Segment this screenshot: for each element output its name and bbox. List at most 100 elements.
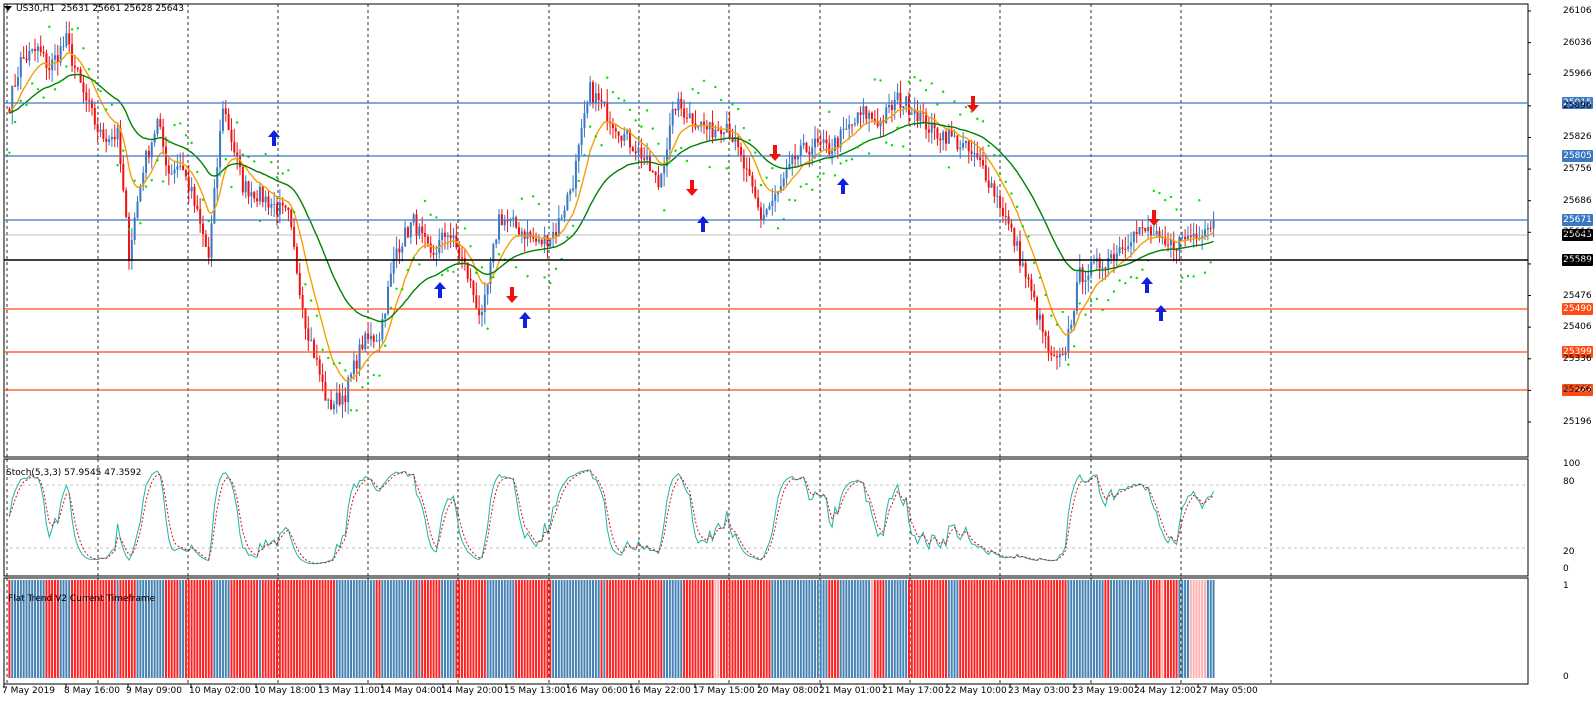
psar-dot [1152,189,1155,193]
flat-trend-bar [1047,580,1050,678]
candle [36,43,39,63]
flat-trend-bar [258,580,261,678]
candle [603,101,606,107]
candle-body [458,247,461,258]
candle [105,129,108,153]
candle-body [660,173,663,188]
flat-trend-bar [236,580,239,678]
candle-body [779,185,782,192]
candle [996,185,999,209]
flat-trend-bar [125,580,128,678]
candle-body [341,395,344,405]
price-axis-label: 25476 [1563,290,1592,301]
psar-dot [235,121,239,124]
candle-body [16,77,19,87]
candle [759,202,762,228]
flat-trend-bar [549,580,552,678]
candle-body [745,168,748,170]
flat-trend-bar [754,580,757,678]
flat-trend-bar [469,580,472,678]
flat-trend-bar [478,580,481,678]
flat-trend-bar [122,580,125,678]
psar-dot [429,213,432,216]
flat-trend-bar [751,580,754,678]
candle [1056,350,1059,370]
candle-body [241,166,244,193]
flat-trend-bar [36,580,39,678]
candle [799,139,802,167]
candle-body [674,109,677,111]
flat-trend-bar [287,580,290,678]
candle-body [557,218,560,236]
stoch-main-line [8,469,1215,565]
flat-trend-bar [68,580,71,678]
candle-body [1047,336,1050,354]
candles [8,21,1215,419]
candle [82,74,85,104]
flat-trend-bar [643,580,646,678]
chevron-down-icon[interactable] [4,6,12,11]
flat-trend-bar [574,580,577,678]
candle [694,110,697,131]
candle-body [831,150,834,155]
candle [199,197,202,233]
psar-dot [594,135,598,138]
psar-dot [332,362,336,365]
flat-trend-bar [253,580,256,678]
psar-dot [1078,302,1081,305]
candle-body [814,138,817,148]
candle [942,129,945,151]
flat-trend-bar [663,580,666,678]
flat-trend-bar [500,580,503,678]
candle-body [705,125,708,130]
flat-trend-bar [990,580,993,678]
candle-body [671,109,674,126]
candle [387,280,390,316]
candle-body [338,392,341,405]
candle-body [14,85,17,87]
candle [210,215,213,267]
candle-body [96,124,99,132]
candle [569,188,572,202]
flat-trend-bar [193,580,196,678]
candle-body [378,339,381,341]
flat-trend-bar [677,580,680,678]
psar-dot [1084,313,1087,316]
psar-dot [30,82,34,85]
candle-body [685,117,688,119]
candle-body [984,165,987,181]
flat-trend-bar [765,580,768,678]
candle [1084,271,1087,295]
flat-trend-bar [173,580,176,678]
candle-body [1195,233,1198,239]
candle-body [1201,236,1204,239]
flat-trend-bar [424,580,427,678]
candle-body [646,155,649,160]
candle-body [270,204,273,208]
ma-fast-line [8,51,1215,382]
candle-body [851,124,854,126]
flat-trend-panel [3,577,1529,685]
candle-body [828,143,831,155]
candle [899,80,902,118]
flat-trend-bar [999,580,1002,678]
candle-body [355,360,358,369]
flat-trend-bar [725,580,728,678]
flat-trend-bar [401,580,404,678]
candle-body [34,48,37,51]
candle-body [774,194,777,201]
candle-body [449,235,452,239]
candle-body [1184,236,1187,240]
flat-trend-bar [515,580,518,678]
candle-body [412,214,415,223]
candle [950,121,953,138]
flat-trend-bar [631,580,634,678]
psar-dot [628,108,632,112]
flat-trend-bar [389,580,392,678]
flat-trend-bar [449,580,452,678]
psar-dot [435,216,438,219]
flat-trend-bar [779,580,782,678]
candle-body [953,135,956,137]
candle-body [1167,244,1170,246]
